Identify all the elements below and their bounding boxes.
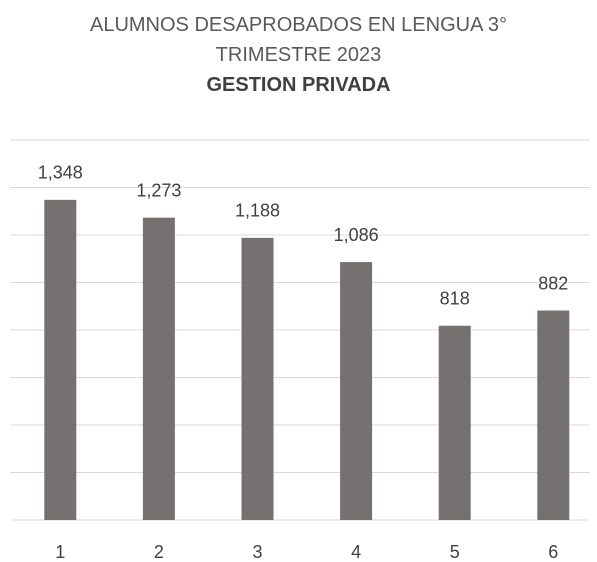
x-tick-label: 2 [154, 542, 164, 562]
chart-title: ALUMNOS DESAPROBADOS EN LENGUA 3° TRIMES… [89, 14, 507, 66]
bar [340, 262, 373, 520]
data-label: 882 [538, 273, 568, 293]
x-tick-label: 6 [548, 542, 558, 562]
bar [241, 237, 274, 520]
x-tick-label: 5 [450, 542, 460, 562]
data-label: 1,273 [136, 180, 181, 200]
data-label: 818 [440, 288, 470, 308]
bar [142, 217, 175, 520]
data-label: 1,086 [334, 225, 379, 245]
bar [438, 325, 471, 520]
bar [44, 199, 77, 520]
chart-subtitle: GESTION PRIVADA [206, 74, 391, 96]
x-tick-label: 1 [55, 542, 65, 562]
data-label: 1,348 [38, 163, 83, 183]
bar [537, 310, 570, 520]
x-tick-label: 3 [252, 542, 262, 562]
data-label: 1,188 [235, 201, 280, 221]
header: ALUMNOS DESAPROBADOS EN LENGUA 3° TRIMES… [0, 10, 597, 100]
x-tick-label: 4 [351, 542, 361, 562]
